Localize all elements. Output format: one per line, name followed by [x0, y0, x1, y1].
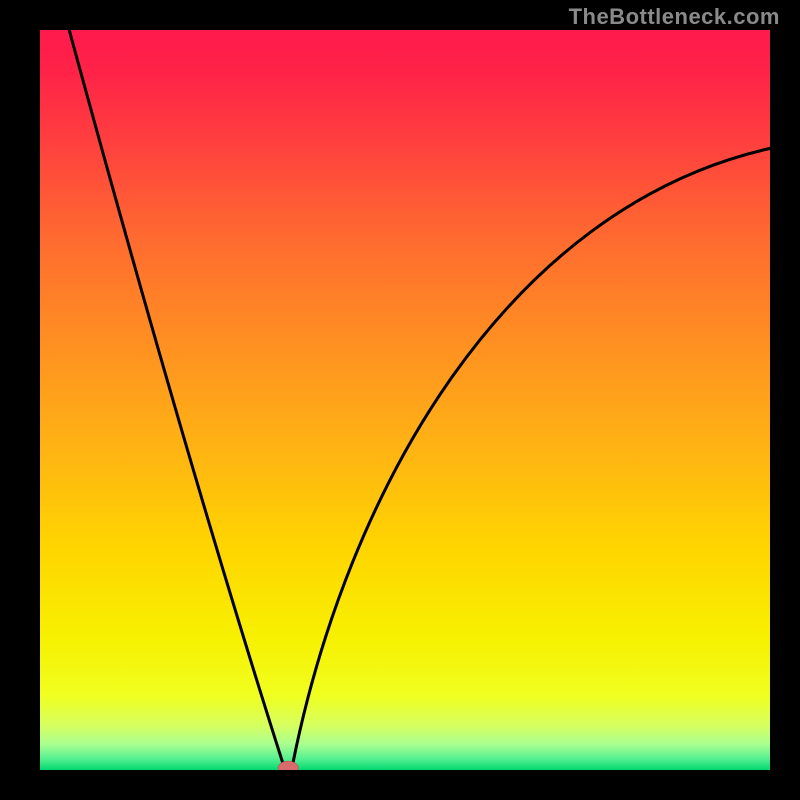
gradient-background [40, 30, 770, 770]
plot-border [0, 30, 40, 770]
plot-border [770, 30, 800, 770]
watermark-text: TheBottleneck.com [569, 4, 780, 30]
plot-border [0, 770, 800, 800]
bottleneck-chart [40, 30, 770, 770]
